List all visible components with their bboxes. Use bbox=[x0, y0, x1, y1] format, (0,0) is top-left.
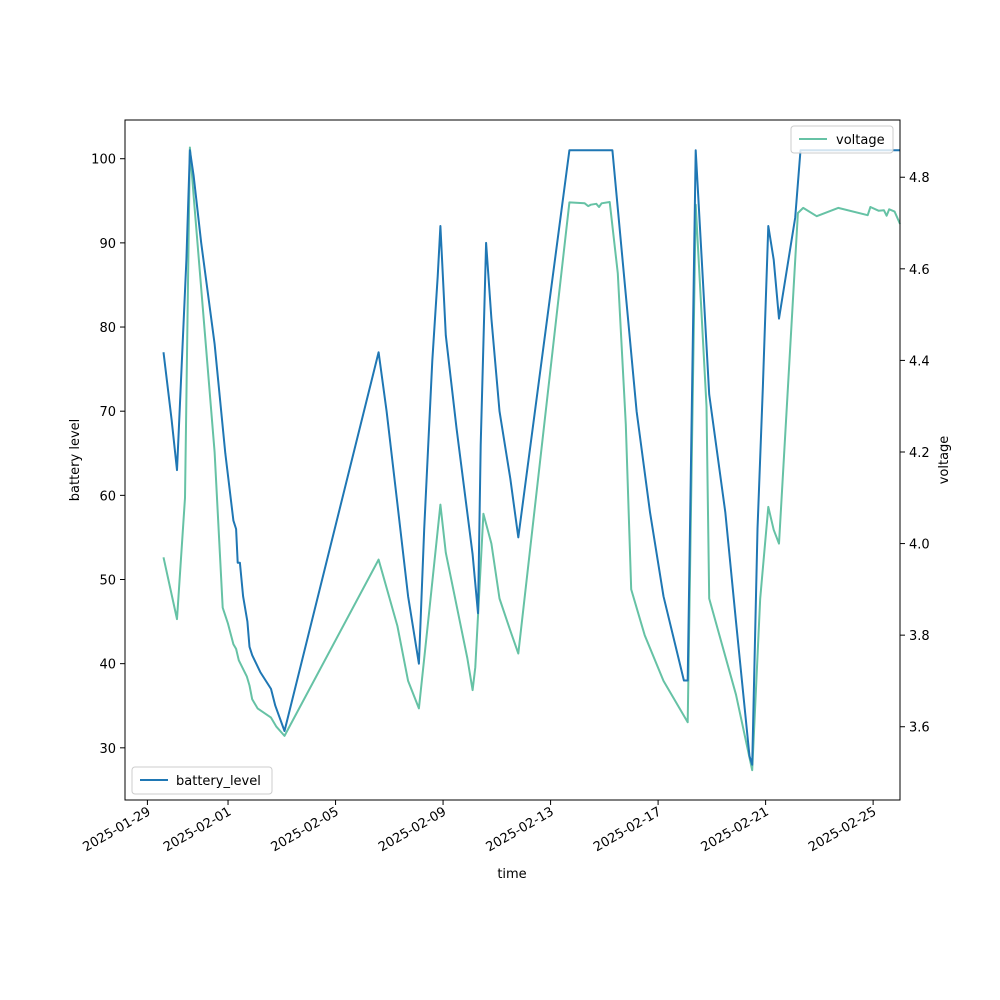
y-axis-left: 30 40 50 60 70 80 90 100 bbox=[91, 153, 125, 757]
battery-line-layer bbox=[162, 149, 900, 766]
y-right-tick-label: 3.6 bbox=[909, 721, 930, 736]
legend-voltage-box bbox=[790, 125, 894, 154]
y-right-tick-label: 4.6 bbox=[909, 263, 930, 278]
y-axis-left-label: battery level bbox=[68, 419, 83, 502]
battery_level-line bbox=[162, 149, 900, 766]
y-right-tick-label: 4.8 bbox=[909, 171, 930, 186]
plot-frame bbox=[124, 119, 901, 801]
y-left-tick-label: 30 bbox=[99, 742, 116, 757]
legend-voltage: voltage bbox=[790, 125, 894, 154]
y-right-tick-label: 4.0 bbox=[909, 538, 930, 553]
y-left-tick-label: 70 bbox=[99, 405, 116, 420]
x-axis-label: time bbox=[497, 867, 526, 882]
y-right-tick-label: 4.2 bbox=[909, 446, 930, 461]
plot-area bbox=[125, 120, 900, 800]
y-left-tick-label: 50 bbox=[99, 574, 116, 589]
y-left-tick-label: 40 bbox=[99, 658, 116, 673]
y-axis-right: 3.6 3.8 4.0 4.2 4.4 4.6 4.8 bbox=[900, 171, 930, 736]
y-axis-right-label: voltage bbox=[937, 436, 952, 485]
y-left-tick-label: 60 bbox=[99, 489, 116, 504]
legend-voltage-label: voltage bbox=[836, 133, 885, 148]
voltage-line bbox=[162, 146, 901, 772]
legend-battery: battery_level bbox=[131, 766, 273, 795]
voltage-line-layer bbox=[162, 146, 901, 772]
legend-battery-box bbox=[131, 766, 273, 795]
legend-battery-label: battery_level bbox=[176, 774, 261, 789]
y-left-tick-label: 90 bbox=[99, 237, 116, 252]
y-right-tick-label: 3.8 bbox=[909, 629, 930, 644]
y-right-tick-label: 4.4 bbox=[909, 354, 930, 369]
y-left-tick-label: 80 bbox=[99, 321, 116, 336]
y-left-tick-label: 100 bbox=[91, 153, 116, 168]
